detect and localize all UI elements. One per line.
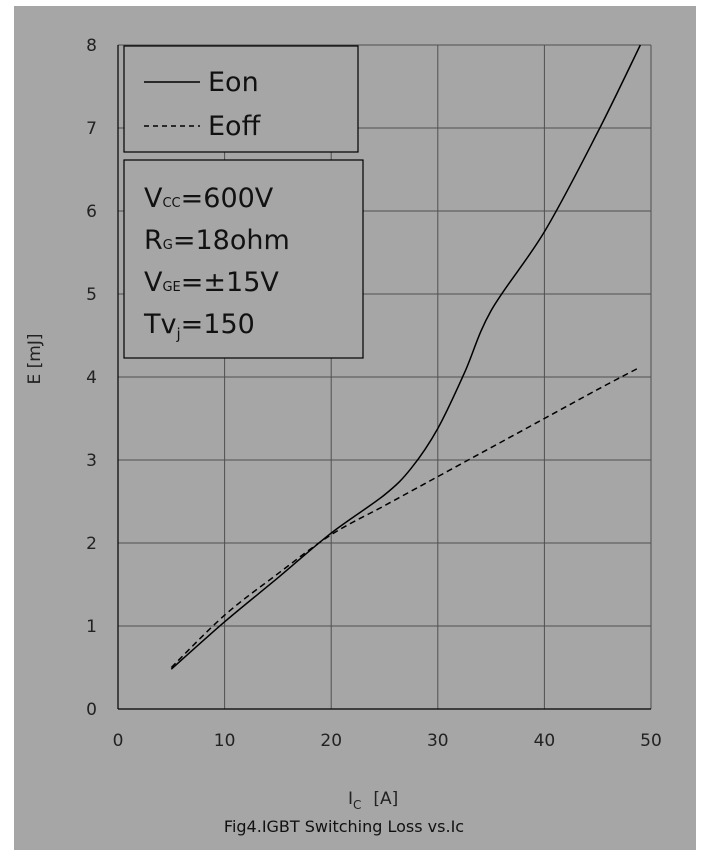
x-tick-label-10: 10 xyxy=(214,731,236,751)
tick-labels: 0 10 20 30 40 50 0 1 2 3 4 5 6 7 8 xyxy=(86,36,662,751)
conditions-box-frame xyxy=(123,159,364,359)
y-tick-label-7: 7 xyxy=(86,119,97,139)
condition-vge: VGE=±15V xyxy=(144,267,279,298)
legend-eon-label: Eon xyxy=(208,67,259,98)
x-tick-label-50: 50 xyxy=(640,731,662,751)
y-tick-label-2: 2 xyxy=(86,534,97,554)
y-axis-label: E [mJ] xyxy=(25,334,45,385)
condition-rg: RG=18ohm xyxy=(144,225,290,256)
legend-box xyxy=(123,45,359,153)
legend: Eon Eoff xyxy=(123,45,359,153)
conditions-box: VCC=600V RG=18ohm VGE=±15V Tvj=150 xyxy=(123,159,364,359)
chart-caption: Fig4.IGBT Switching Loss vs.Ic xyxy=(224,817,464,836)
x-tick-label-20: 20 xyxy=(320,731,342,751)
axes xyxy=(117,45,651,710)
y-tick-label-1: 1 xyxy=(86,617,97,637)
series-lines xyxy=(170,44,642,670)
condition-vcc: VCC=600V xyxy=(144,183,274,214)
y-tick-label-5: 5 xyxy=(86,285,97,305)
series-line-eoff xyxy=(170,366,641,669)
x-tick-label-30: 30 xyxy=(427,731,449,751)
y-tick-label-3: 3 xyxy=(86,451,97,471)
y-tick-label-6: 6 xyxy=(86,202,97,222)
y-tick-label-4: 4 xyxy=(86,368,97,388)
series-line-eon xyxy=(170,44,642,670)
condition-tvj: Tvj=150 xyxy=(143,309,255,343)
x-tick-label-0: 0 xyxy=(113,731,124,751)
y-tick-label-8: 8 xyxy=(86,36,97,56)
legend-eoff-label: Eoff xyxy=(208,111,262,142)
chart-figure: 0 10 20 30 40 50 0 1 2 3 4 5 6 7 8 Eon Eoff VCC=600V R… xyxy=(14,6,696,850)
x-axis-label: IC [A] xyxy=(348,789,398,812)
x-tick-label-40: 40 xyxy=(534,731,556,751)
switching-loss-chart: 0 10 20 30 40 50 0 1 2 3 4 5 6 7 8 Eon Eoff VCC=600V R… xyxy=(25,36,662,836)
y-tick-label-0: 0 xyxy=(86,700,97,720)
